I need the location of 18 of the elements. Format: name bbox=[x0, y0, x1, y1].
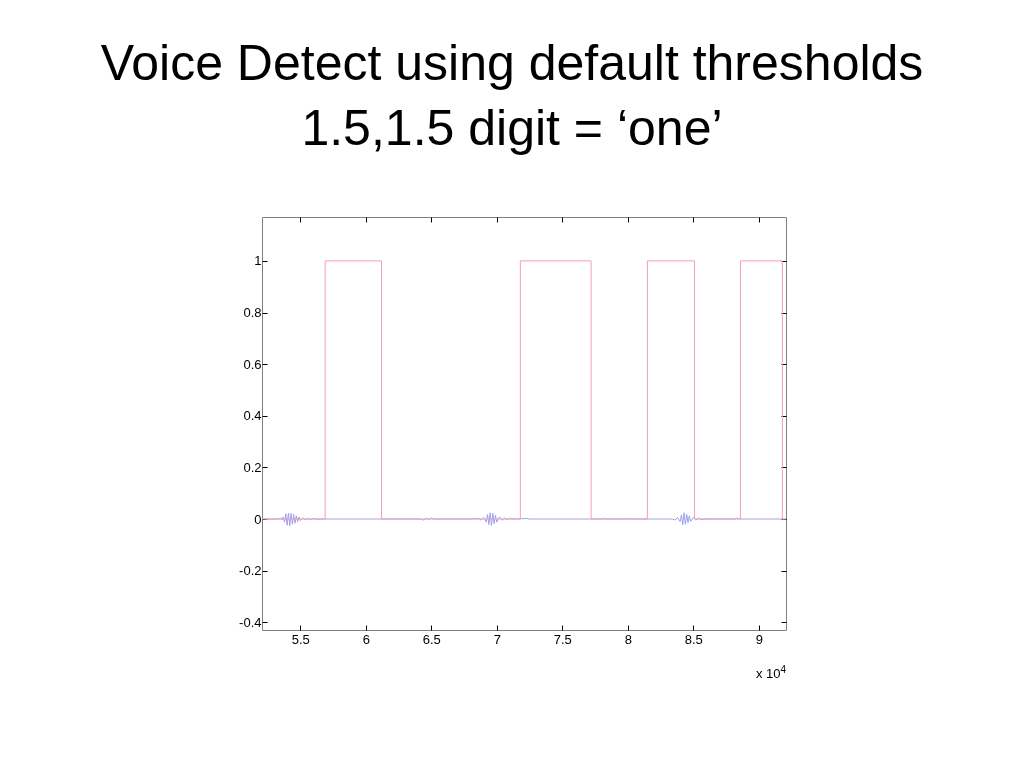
y-tick-label: 0 bbox=[254, 511, 262, 527]
x-tick-label: 8 bbox=[624, 631, 632, 647]
x-tick-label: 5.5 bbox=[291, 631, 310, 647]
chart-title: Voice Detect using default thresholds 1.5,1.5 digit = ‘one’ bbox=[99, 34, 925, 158]
x-tick-label: 6.5 bbox=[422, 631, 441, 647]
x-tick-label: 7.5 bbox=[553, 631, 572, 647]
y-tick-label: 0.8 bbox=[243, 305, 262, 321]
x-tick-label: 6 bbox=[362, 631, 370, 647]
x-tick-label: 9 bbox=[755, 631, 763, 647]
text: x 10$^{4}$ bbox=[756, 664, 787, 682]
y-tick-label: -0.2 bbox=[239, 563, 262, 579]
x-tick-label: 8.5 bbox=[684, 631, 703, 647]
y-tick-label: 1 bbox=[254, 253, 262, 269]
y-tick-label: 0.6 bbox=[243, 356, 262, 372]
y-tick-label: 0.4 bbox=[243, 408, 262, 424]
x-tick-label: 7 bbox=[493, 631, 501, 647]
y-tick-label: 0.2 bbox=[243, 459, 262, 475]
y-tick-label: -0.4 bbox=[239, 614, 262, 630]
